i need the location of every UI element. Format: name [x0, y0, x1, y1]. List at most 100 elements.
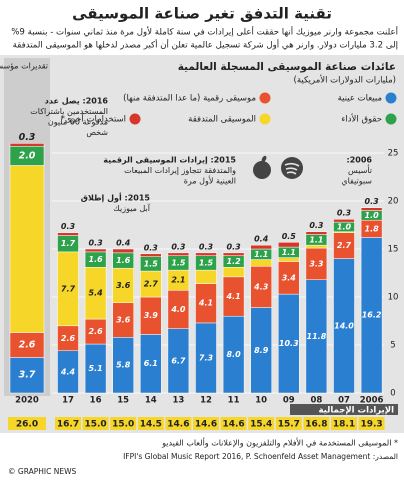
legend-swatch	[129, 113, 141, 125]
bar-segment	[9, 332, 45, 358]
value-label: 2.0	[19, 150, 36, 161]
value-label: 3.3	[309, 259, 324, 268]
value-label: 14.0	[334, 321, 354, 330]
total-label: 15.4	[250, 420, 272, 430]
y-tick-label: 20	[388, 197, 399, 207]
bar-segment	[9, 143, 45, 147]
x-tick-label: 11	[228, 396, 240, 406]
value-label: 1.7	[61, 239, 76, 248]
value-label: 0.3	[61, 222, 76, 231]
value-label: 4.1	[198, 299, 213, 308]
total-box	[55, 417, 81, 430]
legend-swatch	[259, 113, 271, 125]
annotation: 2015: إيرادات الموسيقى الرقمية	[103, 156, 236, 165]
bar-segment	[222, 266, 245, 278]
bar-segment	[278, 242, 300, 248]
y-tick-label: 15	[388, 245, 399, 255]
bar-segment	[112, 248, 134, 254]
value-label: 2.1	[171, 276, 185, 285]
total-label: 19.3	[360, 420, 382, 430]
bar-segment	[305, 231, 328, 235]
footnote: * الموسيقى المستخدمة في الأفلام والتلفزي…	[161, 438, 398, 449]
bar-segment	[250, 244, 272, 250]
value-label: 8.0	[227, 350, 242, 359]
bar-segment	[360, 207, 383, 211]
value-label: 5.8	[116, 361, 131, 370]
value-label: 0.3	[199, 242, 214, 251]
value-label: 11.8	[307, 332, 327, 341]
value-label: 1.2	[227, 257, 242, 266]
spotify-icon	[281, 157, 303, 179]
value-label: 3.4	[282, 273, 297, 282]
value-label: 4.4	[60, 367, 76, 376]
source: المصدر: IFPI's Global Music Report 2016,…	[123, 452, 398, 461]
bar-segment	[195, 269, 217, 284]
x-tick-label: 17	[62, 396, 74, 406]
total-box	[331, 417, 357, 430]
legend-label: موسيقى رقمية (ما عدا المتدفقة منها)	[123, 94, 256, 104]
value-label: 0.3	[19, 132, 36, 143]
bar-segment	[222, 252, 245, 256]
value-label: 1.6	[116, 256, 131, 265]
value-label: 0.4	[116, 239, 131, 248]
title: تقنية التدفق تغير صناعة الموسيقى	[72, 5, 332, 23]
total-box	[220, 417, 247, 430]
value-label: 3.7	[19, 370, 36, 381]
annotation: المستخدمين باشتراكات	[30, 107, 108, 116]
annotation: مدفوعة 60 مليون	[48, 118, 108, 127]
annotation: شخص	[86, 128, 108, 137]
total-box	[82, 417, 109, 430]
total-box	[275, 417, 302, 430]
value-label: 3.9	[144, 311, 159, 320]
value-label: 1.5	[171, 258, 186, 267]
value-label: 0.3	[171, 242, 186, 251]
estimate-label: تقديرات مؤسسة PSAM	[0, 62, 48, 71]
total-box	[193, 417, 219, 430]
chart-title: عائدات صناعة الموسيقى المسجلة العالمية	[178, 61, 396, 73]
bar-segment	[84, 248, 107, 253]
value-label: 7.3	[199, 353, 214, 362]
total-label: 14.6	[167, 420, 189, 430]
total-box	[248, 417, 275, 430]
annotation: 2016: يصل عدد	[45, 97, 109, 106]
annotation: تأسيس	[348, 164, 372, 175]
value-label: 2.7	[144, 280, 159, 289]
total-label: الإيرادات الإجمالية	[319, 406, 395, 416]
total-label: 16.7	[57, 420, 79, 430]
legend-label: حقوق الأداء	[341, 114, 382, 125]
value-label: 1.5	[199, 258, 214, 267]
bar-segment	[305, 244, 328, 249]
apple-icon	[253, 155, 271, 179]
total-label: 26.0	[16, 420, 38, 430]
annotation: سبوتيفاي	[341, 177, 372, 186]
x-tick-label: 2020	[15, 396, 39, 406]
value-label: 16.2	[362, 311, 382, 320]
total-label: 15.0	[84, 420, 106, 430]
value-label: 6.7	[171, 356, 186, 365]
value-label: 2.7	[337, 241, 352, 250]
value-label: 0.3	[227, 242, 242, 251]
total-box	[8, 417, 46, 430]
total-box	[358, 417, 385, 430]
value-label: 0.3	[144, 243, 159, 252]
total-label: 14.5	[140, 420, 162, 430]
value-label: 0.4	[254, 235, 269, 244]
bar-segment	[250, 259, 272, 267]
value-label: 1.6	[89, 255, 104, 264]
total-label: 15.0	[112, 420, 134, 430]
value-label: 7.7	[61, 284, 76, 293]
value-label: 5.1	[89, 364, 103, 373]
value-label: 4.0	[170, 305, 186, 314]
value-label: 1.1	[309, 235, 323, 244]
value-label: 8.9	[254, 346, 269, 355]
total-label: 14.6	[222, 420, 244, 430]
value-label: 2.6	[19, 340, 36, 351]
bar-segment	[9, 357, 45, 394]
value-label: 6.1	[144, 359, 158, 368]
annotation: 2006:	[347, 156, 373, 165]
chart-subtitle: (مليارات الدولارات الأمريكية)	[294, 75, 397, 86]
value-label: 1.1	[282, 248, 296, 257]
x-tick-label: 08	[310, 396, 322, 406]
